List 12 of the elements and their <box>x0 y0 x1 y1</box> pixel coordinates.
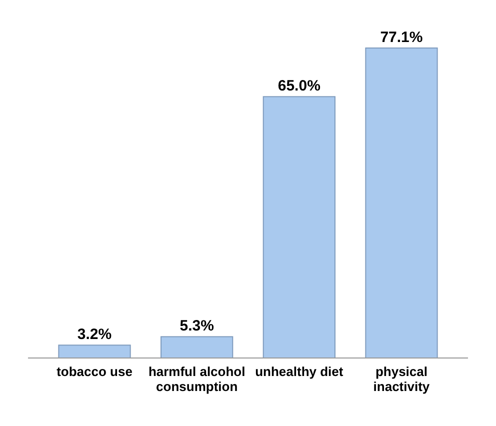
bar <box>160 336 234 358</box>
x-tick-label: harmful alcohol consumption <box>148 364 246 394</box>
data-label: 5.3% <box>180 318 214 335</box>
bar <box>365 48 438 358</box>
x-tick-label: unhealthy diet <box>255 364 344 379</box>
data-label: 77.1% <box>380 29 423 46</box>
x-tick-label: tobacco use <box>56 364 132 379</box>
data-label: 3.2% <box>77 326 112 344</box>
bar <box>58 344 131 358</box>
x-tick-label: physical inactivity <box>373 364 430 394</box>
data-label: 65.0% <box>278 78 320 95</box>
bar <box>262 96 336 358</box>
